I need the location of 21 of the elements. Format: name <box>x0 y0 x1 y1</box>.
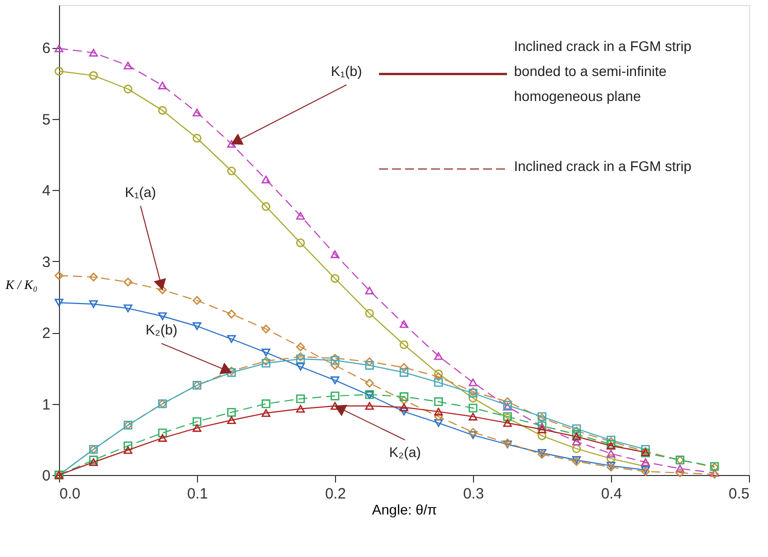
y-tick-label: 0 <box>42 468 50 484</box>
y-tick-label: 3 <box>42 254 50 271</box>
x-tick-label: 0.4 <box>601 486 622 502</box>
annotation: K₂(b) <box>146 321 178 338</box>
annotation: Inclined crack in a FGM strip <box>514 158 692 174</box>
x-tick-label: 0.1 <box>187 486 208 502</box>
x-tick-label: 0.2 <box>325 486 346 502</box>
annotation: K₂(a) <box>389 444 421 460</box>
y-tick-label: 4 <box>42 182 50 200</box>
x-tick-label: 0.3 <box>463 486 484 502</box>
y-tick-label: 5 <box>42 111 50 128</box>
x-tick-label: 0.5 <box>728 486 750 502</box>
x-axis-title: Angle: θ/π <box>372 502 438 518</box>
annotation: K₁(a) <box>124 184 156 200</box>
annotation: K₁(b) <box>330 62 362 79</box>
y-axis-title: K / K₀ <box>4 277 38 292</box>
y-tick-label: 2 <box>42 325 50 342</box>
y-tick-label: 1 <box>42 396 50 414</box>
y-tick-label: 6 <box>42 40 50 58</box>
annotation: Inclined crack in a FGM strip bonded to a semi-infinite homogeneous plane <box>514 38 692 104</box>
x-tick-label: 0.0 <box>60 486 80 502</box>
